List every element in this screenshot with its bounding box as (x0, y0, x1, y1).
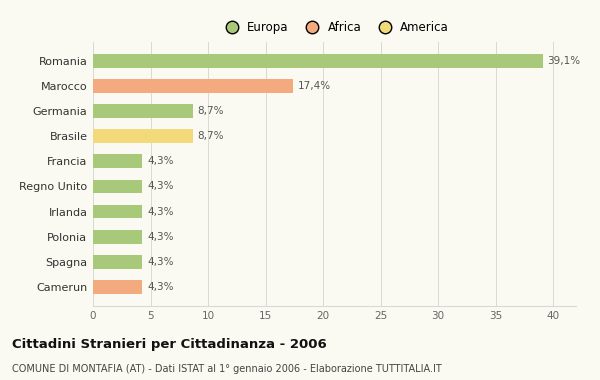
Text: 39,1%: 39,1% (547, 56, 580, 66)
Legend: Europa, Africa, America: Europa, Africa, America (215, 16, 454, 38)
Text: 4,3%: 4,3% (147, 207, 173, 217)
Text: 4,3%: 4,3% (147, 257, 173, 267)
Text: 17,4%: 17,4% (298, 81, 331, 91)
Bar (93, 255, 142, 269)
Bar (93, 280, 142, 294)
Bar (93, 230, 142, 244)
Text: Cittadini Stranieri per Cittadinanza - 2006: Cittadini Stranieri per Cittadinanza - 2… (12, 338, 327, 351)
Text: 4,3%: 4,3% (147, 232, 173, 242)
Bar (93, 154, 142, 168)
Bar (93, 54, 542, 68)
Text: 8,7%: 8,7% (197, 131, 224, 141)
Text: 4,3%: 4,3% (147, 156, 173, 166)
Text: COMUNE DI MONTAFIA (AT) - Dati ISTAT al 1° gennaio 2006 - Elaborazione TUTTITALI: COMUNE DI MONTAFIA (AT) - Dati ISTAT al … (12, 364, 442, 374)
Bar (93, 205, 142, 218)
Text: 4,3%: 4,3% (147, 181, 173, 192)
Bar (93, 104, 193, 118)
Text: 8,7%: 8,7% (197, 106, 224, 116)
Bar (93, 179, 142, 193)
Bar (93, 79, 293, 93)
Bar (93, 129, 193, 143)
Text: 4,3%: 4,3% (147, 282, 173, 292)
